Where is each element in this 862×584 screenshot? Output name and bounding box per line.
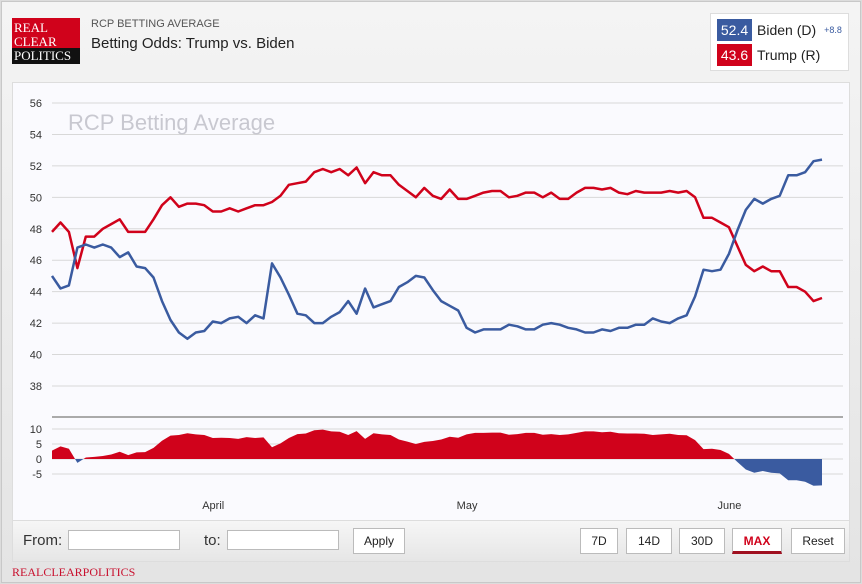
range-max-button[interactable]: MAX: [732, 528, 782, 554]
trump-value: 43.6: [717, 44, 752, 66]
logo-text: REAL: [14, 20, 48, 35]
x-tick-label: April: [202, 500, 224, 512]
biden-name: Biden (D): [757, 22, 817, 38]
legend-item-biden: 52.4 Biden (D) +8.8: [717, 19, 842, 41]
y-tick-label: 54: [30, 129, 42, 141]
y-tick-label: 50: [30, 192, 42, 204]
y-tick-label: 56: [30, 98, 42, 110]
range-30d-button[interactable]: 30D: [679, 528, 725, 554]
rcp-logo[interactable]: REAL CLEAR POLITICS: [12, 18, 80, 64]
y-tick-label: 40: [30, 350, 42, 362]
range-7d-button[interactable]: 7D: [580, 528, 618, 554]
y-tick-label: 42: [30, 318, 42, 330]
y-tick-label: 52: [30, 161, 42, 173]
spread-area-negative: [52, 459, 822, 486]
chart-title: Betting Odds: Trump vs. Biden: [91, 35, 295, 52]
biden-value: 52.4: [717, 19, 752, 41]
spread-y-tick-label: 5: [36, 439, 42, 451]
y-tick-label: 38: [30, 381, 42, 393]
series-line-biden: [50, 158, 823, 341]
x-tick-label: May: [457, 500, 478, 512]
series-line-trump: [51, 166, 823, 303]
footer-brand: REALCLEARPOLITICS: [12, 565, 136, 579]
logo-text: CLEAR: [14, 34, 57, 49]
y-tick-label: 48: [30, 224, 42, 236]
trump-name: Trump (R): [757, 47, 821, 63]
to-label: to:: [204, 532, 221, 549]
logo-text: POLITICS: [14, 48, 72, 63]
legend: 52.4 Biden (D) +8.8 43.6 Trump (R): [710, 13, 849, 71]
y-tick-label: 46: [30, 255, 42, 267]
spread-area-positive: [52, 429, 822, 459]
biden-spread: +8.8: [824, 25, 842, 35]
x-tick-label: June: [717, 500, 741, 512]
reset-button[interactable]: Reset: [791, 528, 845, 554]
spread-y-tick-label: -5: [32, 469, 42, 481]
y-tick-label: 44: [30, 287, 42, 299]
apply-button[interactable]: Apply: [353, 528, 405, 554]
legend-item-trump: 43.6 Trump (R): [717, 44, 820, 66]
spread-y-tick-label: 10: [30, 424, 42, 436]
from-date-input[interactable]: [68, 530, 180, 550]
to-date-input[interactable]: [227, 530, 339, 550]
from-label: From:: [23, 532, 63, 549]
chart-watermark-title: RCP Betting Average: [68, 110, 275, 135]
chart-kicker: RCP BETTING AVERAGE: [91, 18, 220, 30]
range-14d-button[interactable]: 14D: [626, 528, 672, 554]
range-controls: From: to: Apply 7D 14D 30D MAX Reset: [12, 520, 850, 562]
spread-y-tick-label: 0: [36, 454, 42, 466]
